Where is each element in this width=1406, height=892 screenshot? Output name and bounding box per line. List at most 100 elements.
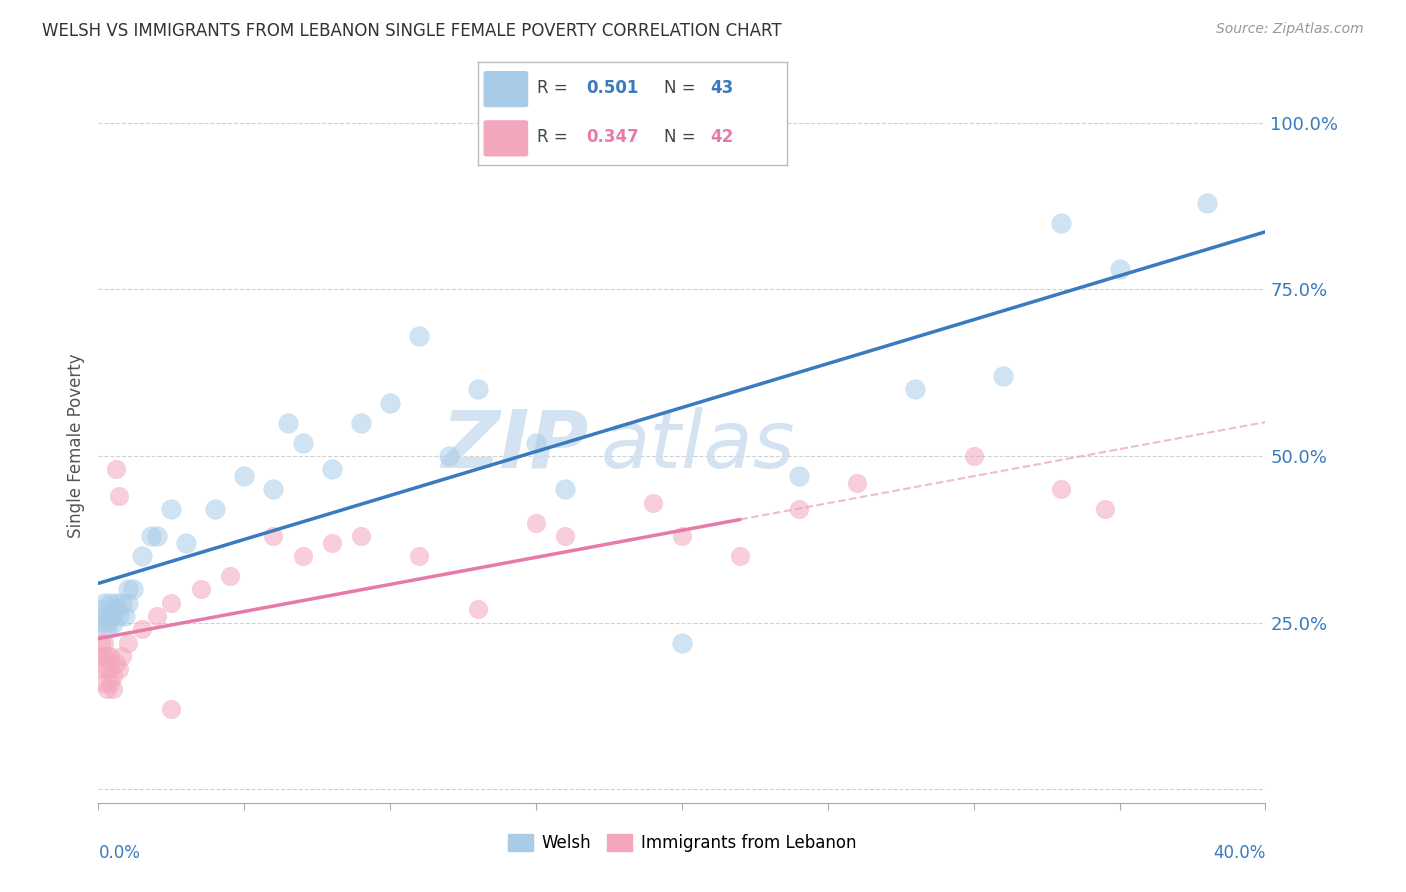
Text: R =: R = bbox=[537, 79, 572, 97]
Point bbox=[131, 549, 153, 563]
Point bbox=[671, 636, 693, 650]
Point bbox=[111, 649, 134, 664]
Point bbox=[104, 656, 127, 670]
Point bbox=[204, 502, 226, 516]
Point bbox=[262, 529, 284, 543]
Point bbox=[90, 662, 112, 676]
Point bbox=[101, 682, 124, 697]
Point bbox=[1108, 262, 1130, 277]
Point bbox=[117, 582, 139, 597]
Point bbox=[730, 549, 752, 563]
Point bbox=[262, 483, 284, 497]
Point bbox=[904, 382, 927, 396]
Text: 0.501: 0.501 bbox=[586, 79, 638, 97]
FancyBboxPatch shape bbox=[484, 121, 527, 156]
Text: WELSH VS IMMIGRANTS FROM LEBANON SINGLE FEMALE POVERTY CORRELATION CHART: WELSH VS IMMIGRANTS FROM LEBANON SINGLE … bbox=[42, 22, 782, 40]
Point bbox=[846, 475, 869, 490]
Point bbox=[93, 675, 115, 690]
Point bbox=[98, 649, 121, 664]
Point bbox=[90, 602, 112, 616]
Text: 42: 42 bbox=[710, 128, 734, 146]
Point bbox=[160, 502, 183, 516]
Point bbox=[93, 636, 115, 650]
Point bbox=[291, 549, 314, 563]
Point bbox=[104, 596, 127, 610]
Point bbox=[218, 569, 240, 583]
Point bbox=[554, 529, 576, 543]
Point bbox=[380, 395, 402, 409]
Point bbox=[139, 529, 162, 543]
Point bbox=[98, 596, 121, 610]
Point bbox=[277, 416, 299, 430]
Point bbox=[160, 596, 183, 610]
Point bbox=[291, 435, 314, 450]
Point bbox=[117, 596, 139, 610]
Point bbox=[98, 675, 121, 690]
Point bbox=[671, 529, 693, 543]
Text: ZIP: ZIP bbox=[441, 407, 589, 485]
Point bbox=[90, 636, 112, 650]
Point bbox=[101, 602, 124, 616]
Point bbox=[131, 623, 153, 637]
Text: R =: R = bbox=[537, 128, 572, 146]
Text: 0.0%: 0.0% bbox=[98, 845, 141, 863]
Point bbox=[408, 329, 430, 343]
Text: Source: ZipAtlas.com: Source: ZipAtlas.com bbox=[1216, 22, 1364, 37]
Point bbox=[524, 435, 547, 450]
Text: atlas: atlas bbox=[600, 407, 794, 485]
Point bbox=[111, 596, 134, 610]
Point bbox=[96, 662, 118, 676]
Point bbox=[114, 609, 136, 624]
Point bbox=[108, 489, 131, 503]
Point bbox=[1050, 483, 1073, 497]
Point bbox=[641, 496, 664, 510]
Point bbox=[98, 609, 121, 624]
Text: N =: N = bbox=[664, 79, 700, 97]
FancyBboxPatch shape bbox=[484, 71, 527, 106]
Point bbox=[408, 549, 430, 563]
Point bbox=[96, 615, 118, 630]
Point bbox=[104, 462, 127, 476]
Text: 40.0%: 40.0% bbox=[1213, 845, 1265, 863]
Point bbox=[93, 596, 115, 610]
Point bbox=[991, 368, 1014, 383]
Text: 0.347: 0.347 bbox=[586, 128, 640, 146]
Point bbox=[101, 669, 124, 683]
Point bbox=[467, 602, 489, 616]
Point bbox=[1094, 502, 1116, 516]
Point bbox=[160, 702, 183, 716]
Legend: Welsh, Immigrants from Lebanon: Welsh, Immigrants from Lebanon bbox=[501, 827, 863, 859]
Point bbox=[554, 483, 576, 497]
Y-axis label: Single Female Poverty: Single Female Poverty bbox=[66, 354, 84, 538]
Point bbox=[321, 535, 343, 549]
Point bbox=[101, 615, 124, 630]
Point bbox=[117, 636, 139, 650]
Point bbox=[146, 609, 169, 624]
Point bbox=[146, 529, 169, 543]
Point bbox=[108, 609, 131, 624]
Point bbox=[1195, 195, 1218, 210]
Point bbox=[190, 582, 212, 597]
Point bbox=[350, 529, 373, 543]
Point bbox=[104, 602, 127, 616]
Point bbox=[122, 582, 145, 597]
Point bbox=[524, 516, 547, 530]
Point bbox=[98, 662, 121, 676]
Point bbox=[467, 382, 489, 396]
Text: N =: N = bbox=[664, 128, 700, 146]
Point bbox=[90, 615, 112, 630]
Point bbox=[96, 682, 118, 697]
Point bbox=[93, 649, 115, 664]
Point bbox=[962, 449, 984, 463]
Point bbox=[108, 662, 131, 676]
Point bbox=[96, 623, 118, 637]
Point bbox=[174, 535, 197, 549]
Point bbox=[437, 449, 460, 463]
Point bbox=[93, 609, 115, 624]
Point bbox=[350, 416, 373, 430]
Point bbox=[90, 649, 112, 664]
Point bbox=[787, 469, 810, 483]
Point bbox=[233, 469, 256, 483]
Point bbox=[1050, 216, 1073, 230]
Point bbox=[787, 502, 810, 516]
